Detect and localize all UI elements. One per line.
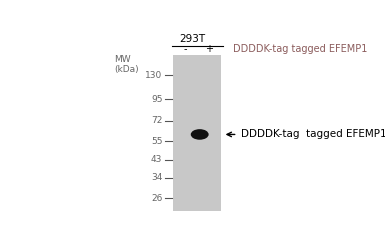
Text: 95: 95 — [151, 95, 162, 104]
Ellipse shape — [191, 129, 209, 140]
Text: DDDDK-tag tagged EFEMP1: DDDDK-tag tagged EFEMP1 — [233, 44, 368, 54]
Text: 43: 43 — [151, 155, 162, 164]
Text: 130: 130 — [145, 71, 162, 80]
Text: DDDDK-tag  tagged EFEMP1: DDDDK-tag tagged EFEMP1 — [241, 130, 385, 140]
Text: 55: 55 — [151, 136, 162, 145]
Text: 72: 72 — [151, 116, 162, 125]
Text: -: - — [184, 44, 187, 54]
Text: +: + — [205, 44, 213, 54]
Text: 34: 34 — [151, 173, 162, 182]
Text: MW
(kDa): MW (kDa) — [114, 55, 138, 74]
Text: 26: 26 — [151, 194, 162, 203]
Text: 293T: 293T — [179, 34, 206, 44]
Bar — [173, 55, 221, 211]
